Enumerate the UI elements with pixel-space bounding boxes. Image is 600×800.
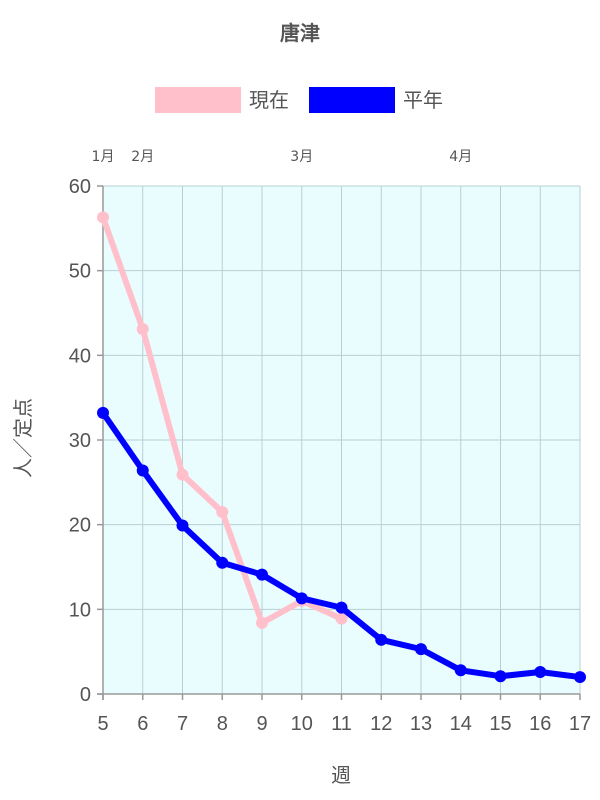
legend-label: 現在	[249, 88, 289, 112]
data-point	[415, 643, 427, 656]
data-point	[136, 323, 149, 336]
x-tick-label: 8	[217, 713, 228, 735]
y-tick-label: 60	[69, 176, 91, 198]
x-tick-labels: 5 6 7 8 9 10 11 12 13 14 15 16 17	[97, 713, 591, 735]
data-point	[295, 592, 308, 605]
month-label: 2月	[131, 149, 154, 165]
data-point	[176, 468, 189, 481]
data-point	[216, 556, 229, 569]
y-tick-label: 10	[69, 599, 91, 621]
axes	[97, 185, 581, 700]
legend-item: 平年	[309, 87, 443, 113]
x-tick-label: 16	[529, 713, 551, 735]
y-tick-label: 30	[69, 430, 91, 452]
y-axis-title: 人／定点	[11, 398, 35, 478]
y-tick-label: 40	[69, 345, 91, 367]
month-labels: 1月 2月 3月 4月	[92, 149, 473, 165]
y-tick-label: 50	[69, 261, 91, 283]
legend-swatch	[155, 87, 241, 113]
x-tick-label: 11	[331, 713, 352, 735]
data-point	[335, 601, 348, 614]
data-point	[335, 612, 348, 625]
x-tick-label: 10	[291, 713, 313, 735]
data-point	[256, 568, 268, 581]
data-point	[176, 519, 189, 532]
data-point	[534, 665, 547, 678]
x-tick-label: 17	[569, 713, 591, 735]
data-point	[216, 505, 229, 518]
data-point	[375, 633, 388, 646]
x-tick-label: 13	[410, 713, 432, 735]
x-tick-label: 6	[137, 713, 148, 735]
month-label: 1月	[92, 149, 115, 165]
y-tick-label: 20	[69, 515, 91, 537]
x-tick-label: 9	[256, 713, 267, 735]
series-2	[97, 406, 586, 684]
x-axis-title: 週	[331, 763, 351, 787]
legend: 現在 平年	[155, 87, 443, 113]
legend-item: 現在	[155, 87, 289, 113]
x-tick-label: 15	[489, 713, 511, 735]
x-tick-label: 7	[177, 713, 188, 735]
chart-title: 唐津	[280, 21, 320, 45]
legend-label: 平年	[403, 88, 443, 112]
data-point	[97, 211, 109, 224]
x-tick-label: 14	[450, 713, 472, 735]
data-point	[256, 616, 268, 629]
data-point	[454, 664, 467, 677]
data-point	[574, 671, 586, 684]
x-tick-label: 12	[370, 713, 392, 735]
month-label: 4月	[449, 149, 472, 165]
data-point	[136, 464, 149, 477]
data-point	[97, 406, 109, 419]
x-tick-label: 5	[97, 713, 108, 735]
series-layer	[97, 211, 586, 684]
y-tick-labels: 0 10 20 30 40 50 60	[69, 176, 91, 706]
data-point	[494, 670, 507, 683]
y-tick-label: 0	[80, 684, 91, 706]
legend-swatch	[309, 87, 395, 113]
month-label: 3月	[290, 149, 313, 165]
